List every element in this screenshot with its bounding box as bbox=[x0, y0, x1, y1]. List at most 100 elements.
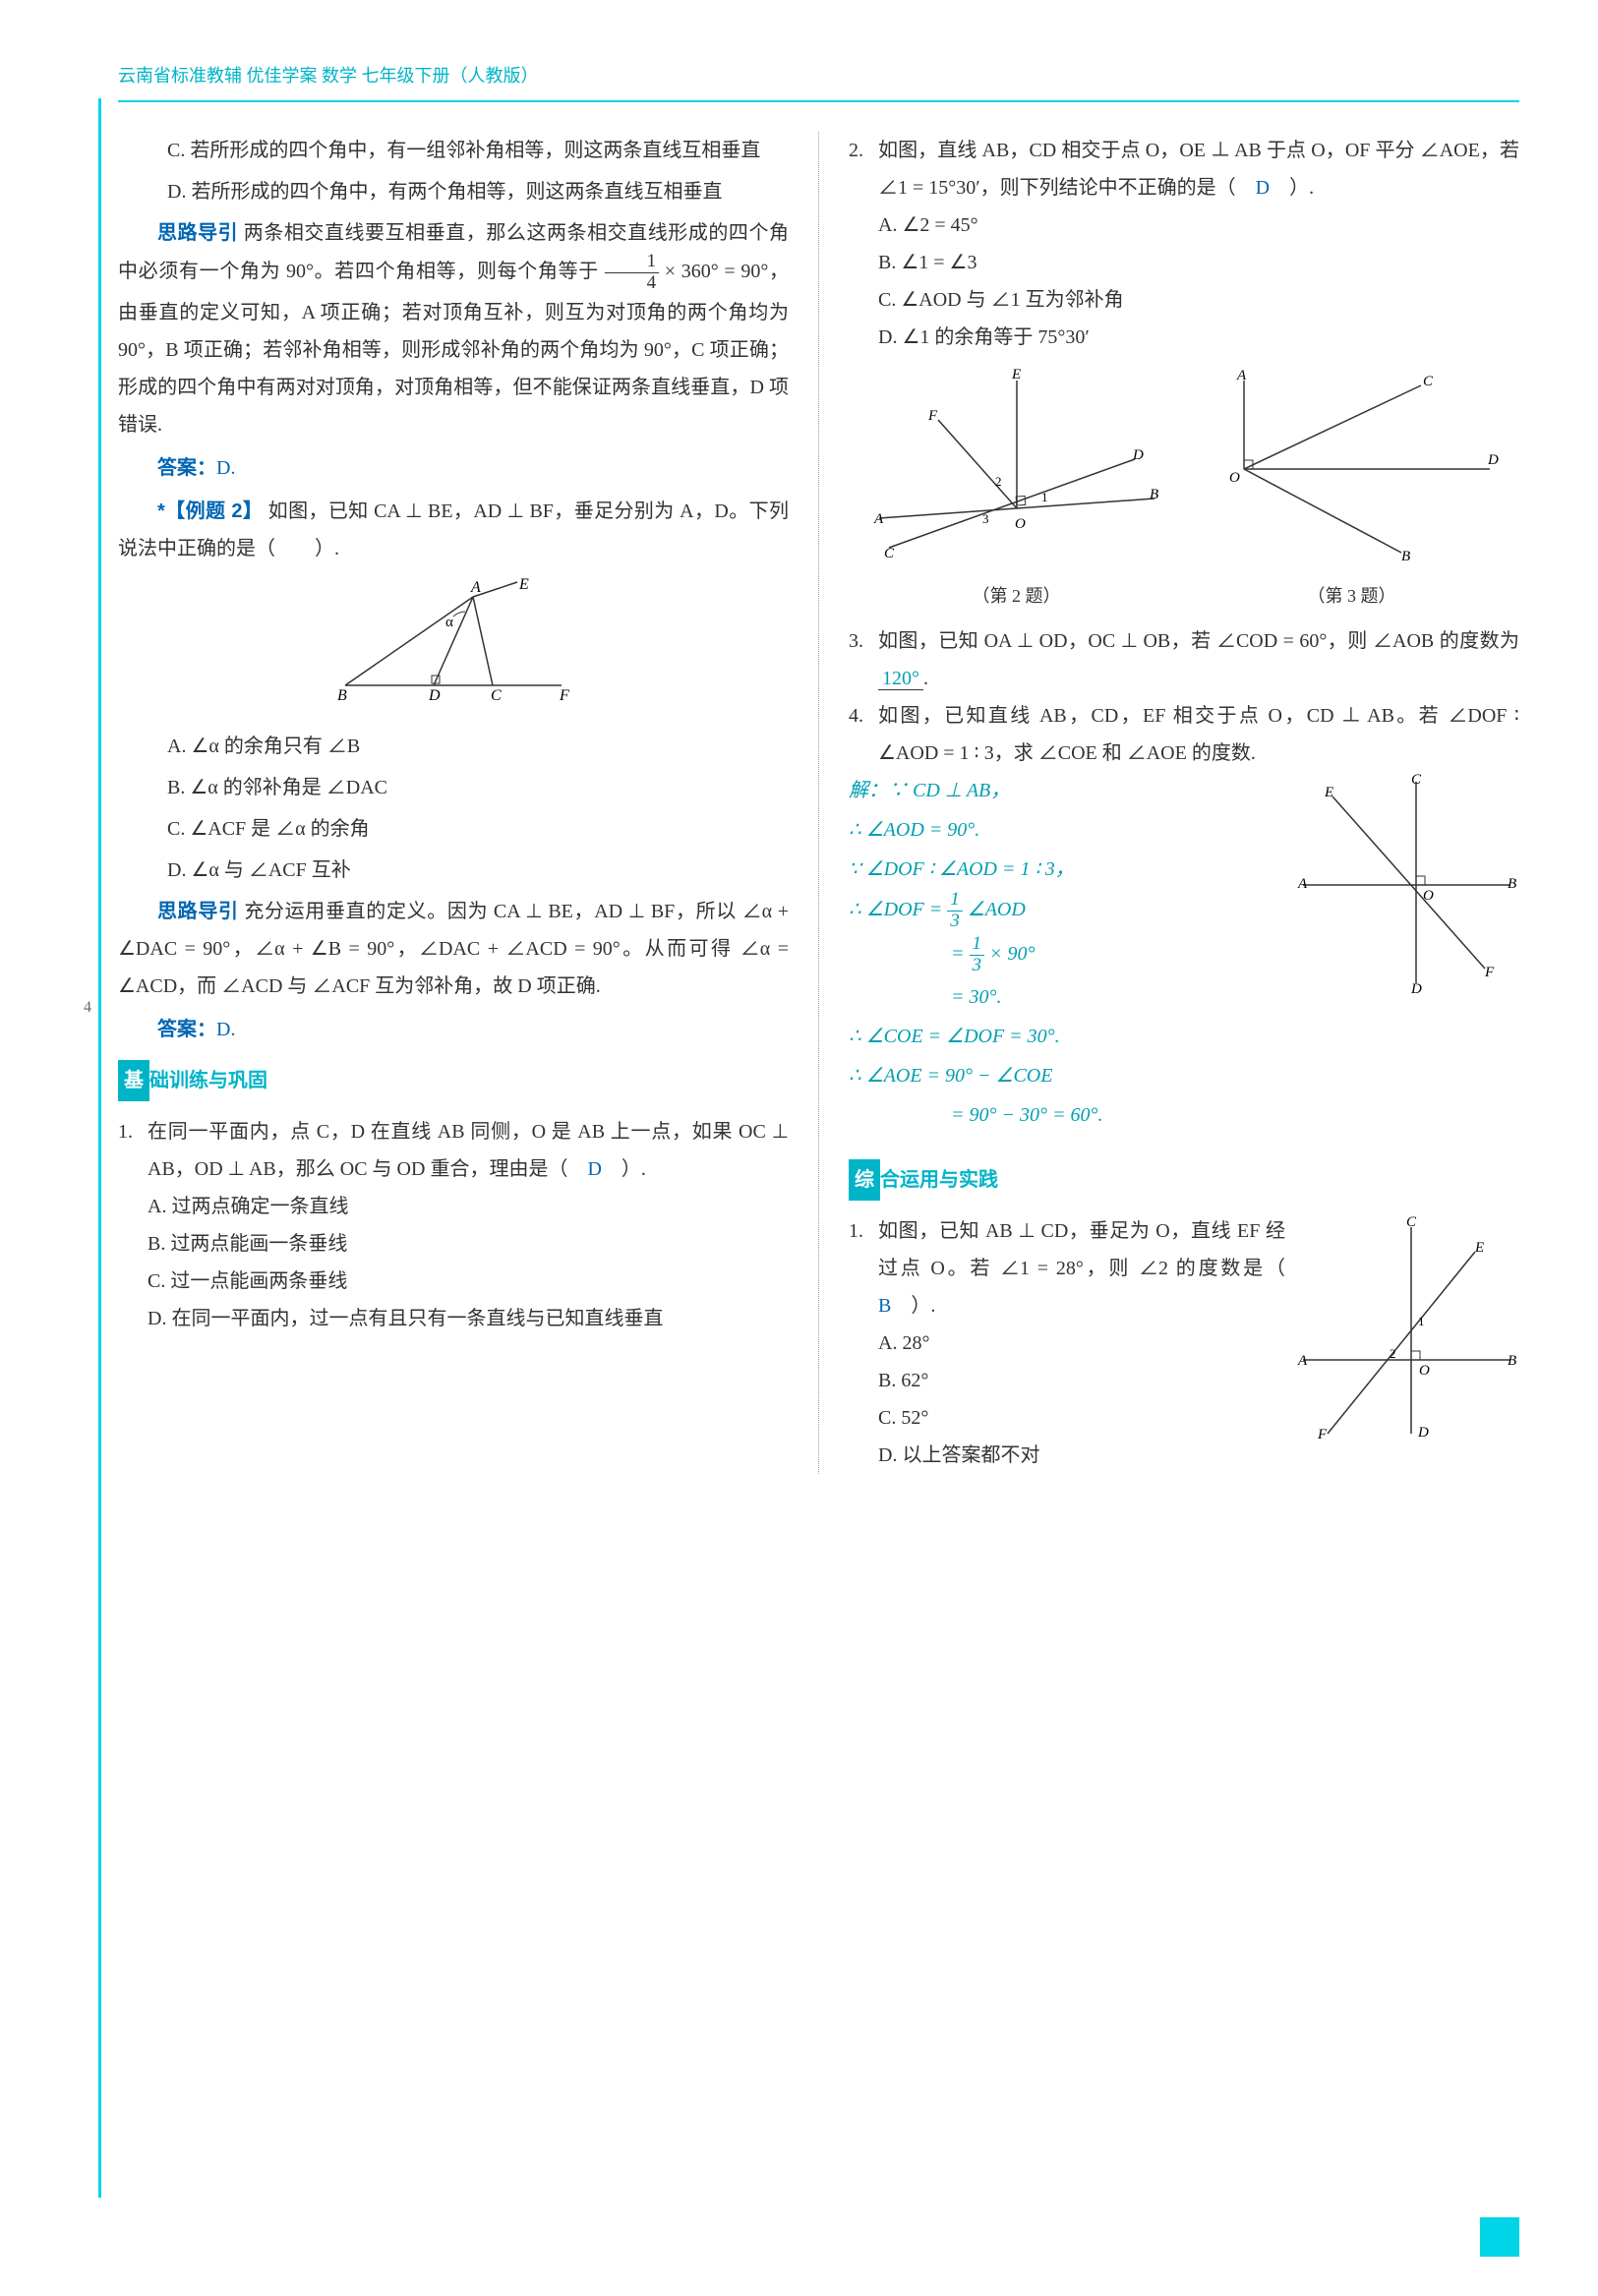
ex2-opt-a: A. ∠α 的余角只有 ∠B bbox=[167, 728, 789, 765]
ex2-opt-d: D. ∠α 与 ∠ACF 互补 bbox=[167, 852, 789, 889]
ex2-opt-b: B. ∠α 的邻补角是 ∠DAC bbox=[167, 769, 789, 806]
p1-opt-c: C. 52° bbox=[878, 1399, 1285, 1437]
q1-text2: ）. bbox=[602, 1158, 646, 1180]
sol-l8: ∴ ∠AOE = 90° − ∠COE bbox=[849, 1065, 1052, 1087]
q3-body: 如图，已知 OA ⊥ OD，OC ⊥ OB，若 ∠COD = 60°，则 ∠AO… bbox=[878, 622, 1519, 697]
example-label: *【例题 2】 bbox=[157, 500, 263, 522]
section-box: 基 bbox=[118, 1060, 149, 1101]
svg-text:B: B bbox=[1508, 1353, 1516, 1369]
q2-body: 如图，直线 AB，CD 相交于点 O，OE ⊥ AB 于点 O，OF 平分 ∠A… bbox=[878, 132, 1519, 356]
svg-text:B: B bbox=[337, 687, 347, 704]
sol-l5b: × 90° bbox=[984, 943, 1036, 965]
p1-answer: B bbox=[878, 1295, 891, 1317]
q4: 4. 如图，已知直线 AB，CD，EF 相交于点 O，CD ⊥ AB。若 ∠DO… bbox=[849, 697, 1519, 772]
column-divider bbox=[818, 132, 819, 1474]
q3: 3. 如图，已知 OA ⊥ OD，OC ⊥ OB，若 ∠COD = 60°，则 … bbox=[849, 622, 1519, 697]
think-post: × 360° = 90°，由垂直的定义可知，A 项正确；若对顶角互补，则互为对顶… bbox=[118, 261, 789, 436]
q4-solution: 解：∵ CD ⊥ AB， ∴ ∠AOD = 90°. ∵ ∠DOF ∶ ∠AOD… bbox=[849, 772, 1285, 1136]
svg-text:O: O bbox=[1419, 1363, 1430, 1379]
svg-text:O: O bbox=[1229, 470, 1240, 486]
q1-body: 在同一平面内，点 C，D 在直线 AB 同侧，O 是 AB 上一点，如果 OC … bbox=[148, 1113, 789, 1337]
option-d: D. 若所形成的四个角中，有两个角相等，则这两条直线互相垂直 bbox=[167, 173, 789, 210]
q2-num: 2. bbox=[849, 132, 878, 356]
svg-text:E: E bbox=[1011, 367, 1021, 383]
svg-text:F: F bbox=[927, 408, 938, 424]
left-column: C. 若所形成的四个角中，有一组邻补角相等，则这两条直线互相垂直 D. 若所形成… bbox=[118, 132, 789, 1474]
q3-text: 如图，已知 OA ⊥ OD，OC ⊥ OB，若 ∠COD = 60°，则 ∠AO… bbox=[878, 630, 1519, 652]
figure-row-2-3: A B C D E F O 1 2 3 （第 2 题） bbox=[849, 366, 1519, 613]
svg-text:A: A bbox=[470, 579, 481, 596]
p1: 1. 如图，已知 AB ⊥ CD，垂足为 O，直线 EF 经过点 O。若 ∠1 … bbox=[849, 1212, 1519, 1474]
q2-opt-b: B. ∠1 = ∠3 bbox=[878, 244, 1519, 281]
q2-opt-d: D. ∠1 的余角等于 75°30′ bbox=[878, 319, 1519, 356]
think-label: 思路导引 bbox=[157, 222, 238, 244]
svg-text:D: D bbox=[1410, 981, 1422, 997]
sol-frac1: 13 bbox=[947, 890, 963, 932]
p1-num: 1. bbox=[849, 1212, 878, 1474]
figure-q2: A B C D E F O 1 2 3 （第 2 题） bbox=[869, 366, 1164, 613]
page-header: 云南省标准教辅 优佳学案 数学 七年级下册（人教版） bbox=[118, 59, 1519, 102]
think-2: 思路导引 充分运用垂直的定义。因为 CA ⊥ BE，AD ⊥ BF，所以 ∠α … bbox=[118, 893, 789, 1005]
sol-frac2: 13 bbox=[970, 934, 985, 976]
q1-opt-d: D. 在同一平面内，过一点有且只有一条直线与已知直线垂直 bbox=[148, 1300, 789, 1337]
figure-p1: A B C D E F O 1 2 bbox=[1293, 1212, 1519, 1461]
sol-l1: ∵ CD ⊥ AB， bbox=[888, 780, 1010, 801]
q1-text: 在同一平面内，点 C，D 在直线 AB 同侧，O 是 AB 上一点，如果 OC … bbox=[148, 1121, 789, 1180]
answer-label: 答案： bbox=[157, 457, 216, 479]
answer-value-2: D. bbox=[216, 1019, 235, 1040]
sol-label: 解： bbox=[849, 780, 888, 801]
svg-text:A: A bbox=[1236, 368, 1247, 383]
svg-text:C: C bbox=[1423, 374, 1434, 389]
svg-text:2: 2 bbox=[995, 474, 1002, 489]
svg-text:E: E bbox=[1324, 785, 1333, 800]
svg-text:B: B bbox=[1150, 487, 1158, 502]
sol-l4a: ∴ ∠DOF = bbox=[849, 899, 947, 920]
figure-q3: A B C D O （第 3 题） bbox=[1205, 366, 1500, 613]
section-text-2: 合运用与实践 bbox=[880, 1169, 998, 1191]
svg-text:E: E bbox=[1474, 1240, 1484, 1256]
caption-q3: （第 3 题） bbox=[1205, 579, 1500, 613]
q4-text: 如图，已知直线 AB，CD，EF 相交于点 O，CD ⊥ AB。若 ∠DOF ∶… bbox=[878, 705, 1519, 764]
answer-value: D. bbox=[216, 457, 235, 479]
svg-text:2: 2 bbox=[1390, 1346, 1396, 1361]
p1-text: 如图，已知 AB ⊥ CD，垂足为 O，直线 EF 经过点 O。若 ∠1 = 2… bbox=[878, 1220, 1305, 1279]
svg-text:C: C bbox=[1411, 772, 1422, 788]
fraction-1-4: 14 bbox=[605, 252, 660, 294]
option-c: C. 若所形成的四个角中，有一组邻补角相等，则这两条直线互相垂直 bbox=[167, 132, 789, 169]
q2-opt-a: A. ∠2 = 45° bbox=[878, 206, 1519, 244]
svg-text:E: E bbox=[518, 577, 529, 593]
figure-example-2: A E B D C F α bbox=[118, 577, 789, 718]
sol-l3: ∵ ∠DOF ∶ ∠AOD = 1 ∶ 3， bbox=[849, 858, 1075, 880]
svg-text:C: C bbox=[884, 546, 895, 561]
svg-text:B: B bbox=[1401, 549, 1410, 562]
caption-q2: （第 2 题） bbox=[869, 579, 1164, 613]
q3-num: 3. bbox=[849, 622, 878, 697]
svg-text:D: D bbox=[1487, 452, 1499, 468]
q4-num: 4. bbox=[849, 697, 878, 772]
corner-mark bbox=[1480, 2217, 1519, 2257]
q2-opt-c: C. ∠AOD 与 ∠1 互为邻补角 bbox=[878, 281, 1519, 319]
p1-opt-b: B. 62° bbox=[878, 1362, 1285, 1399]
think-paragraph: 思路导引 两条相交直线要互相垂直，那么这两条相交直线形成的四个角中必须有一个角为… bbox=[118, 214, 789, 443]
example-2: *【例题 2】 如图，已知 CA ⊥ BE，AD ⊥ BF，垂足分别为 A，D。… bbox=[118, 493, 789, 567]
q2: 2. 如图，直线 AB，CD 相交于点 O，OE ⊥ AB 于点 O，OF 平分… bbox=[849, 132, 1519, 356]
svg-text:F: F bbox=[1484, 965, 1495, 980]
svg-text:A: A bbox=[1297, 876, 1308, 892]
ex2-opt-c: C. ∠ACF 是 ∠α 的余角 bbox=[167, 810, 789, 848]
svg-text:C: C bbox=[1406, 1214, 1417, 1230]
svg-text:1: 1 bbox=[1041, 490, 1048, 504]
svg-text:3: 3 bbox=[982, 511, 989, 526]
sol-l9: = 90° − 30° = 60°. bbox=[951, 1104, 1102, 1126]
answer-label-2: 答案： bbox=[157, 1019, 216, 1040]
sol-l2: ∴ ∠AOD = 90°. bbox=[849, 819, 979, 841]
svg-text:F: F bbox=[1317, 1427, 1328, 1442]
svg-text:D: D bbox=[1132, 447, 1144, 463]
answer-2: 答案：D. bbox=[118, 1011, 789, 1048]
p1-text2: ）. bbox=[891, 1295, 935, 1317]
svg-text:O: O bbox=[1423, 888, 1434, 904]
p1-opt-d: D. 以上答案都不对 bbox=[878, 1437, 1285, 1474]
svg-text:1: 1 bbox=[1418, 1314, 1425, 1328]
page-number: 4 bbox=[84, 993, 91, 1023]
figure-q4: A B C D E F O bbox=[1293, 772, 1519, 1011]
svg-text:F: F bbox=[559, 687, 569, 704]
